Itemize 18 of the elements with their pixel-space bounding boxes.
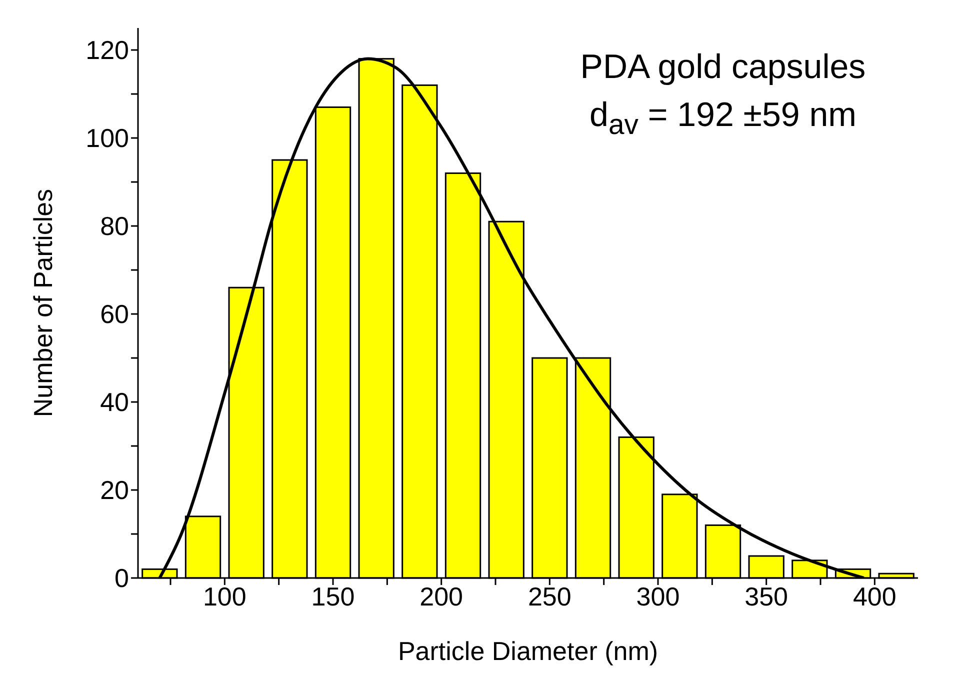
y-tick-label: 60 <box>100 299 129 330</box>
x-tick-label: 200 <box>420 581 464 612</box>
y-tick-label: 100 <box>86 123 129 154</box>
x-tick-label: 150 <box>311 581 355 612</box>
x-tick-label: 100 <box>202 581 246 612</box>
x-tick-label: 250 <box>528 581 572 612</box>
y-tick-label: 0 <box>114 563 129 594</box>
x-tick-label: 350 <box>744 581 788 612</box>
y-tick-label: 120 <box>86 35 129 66</box>
y-axis-title: Number of Particles <box>28 188 58 418</box>
x-tick-label: 400 <box>852 581 896 612</box>
annotation: d$_{av}$ = 192 ±59 nm <box>588 95 858 143</box>
annotation: PDA gold capsules <box>579 47 867 88</box>
y-tick-label: 80 <box>100 211 129 242</box>
y-tick-label: 40 <box>100 387 129 418</box>
x-axis-title: Particle Diameter (nm) <box>398 636 658 666</box>
y-tick-label: 20 <box>100 475 129 506</box>
x-tick-label: 300 <box>636 581 680 612</box>
